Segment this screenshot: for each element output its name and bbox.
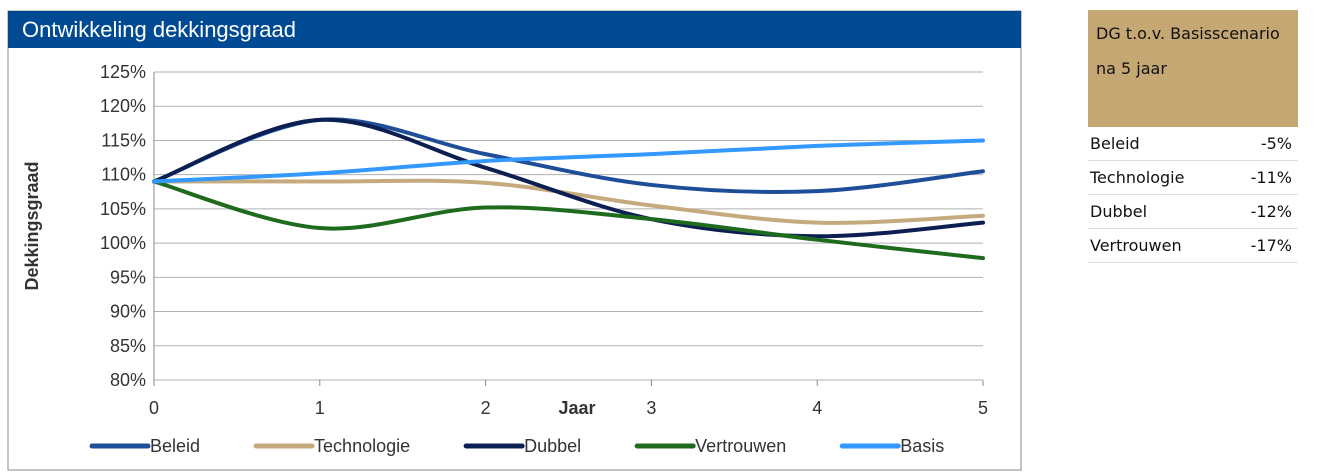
- line-series: [152, 179, 985, 261]
- x-tick-label: 5: [978, 398, 988, 418]
- table-header: DG t.o.v. Basisscenario na 5 jaar: [1088, 10, 1298, 127]
- y-tick-label: 125%: [100, 62, 146, 82]
- value-cell: -11%: [1250, 168, 1292, 187]
- table-row: Vertrouwen -17%: [1088, 229, 1298, 263]
- chart-title: Ontwikkeling dekkingsgraad: [22, 17, 296, 42]
- label-cell: Vertrouwen: [1090, 236, 1182, 255]
- legend-label: Dubbel: [524, 436, 581, 456]
- legend-label: Vertrouwen: [695, 436, 786, 456]
- table-row: Beleid -5%: [1088, 127, 1298, 161]
- value-cell: -17%: [1250, 236, 1292, 255]
- x-axis-label: Jaar: [558, 398, 595, 418]
- table-row: Technologie -11%: [1088, 161, 1298, 195]
- chart-frame: [7, 10, 1022, 471]
- x-tick-label: 2: [481, 398, 491, 418]
- value-cell: -5%: [1260, 134, 1292, 153]
- y-tick-label: 85%: [110, 336, 146, 356]
- y-tick-label: 80%: [110, 370, 146, 390]
- y-tick-label: 105%: [100, 199, 146, 219]
- label-cell: Beleid: [1090, 134, 1140, 153]
- x-tick-label: 0: [149, 398, 159, 418]
- y-tick-label: 90%: [110, 302, 146, 322]
- x-tick-label: 3: [646, 398, 656, 418]
- y-tick-label: 100%: [100, 233, 146, 253]
- legend-label: Basis: [900, 436, 944, 456]
- y-tick-label: 120%: [100, 96, 146, 116]
- y-axis-label: Dekkingsgraad: [22, 161, 42, 290]
- x-tick-label: 4: [812, 398, 822, 418]
- label-cell: Technologie: [1090, 168, 1185, 187]
- x-tick-label: 1: [315, 398, 325, 418]
- line-series: [152, 117, 985, 239]
- y-tick-label: 95%: [110, 267, 146, 287]
- line-series: [152, 138, 985, 184]
- legend-label: Technologie: [314, 436, 410, 456]
- label-cell: Dubbel: [1090, 202, 1148, 221]
- line-series: [152, 178, 985, 225]
- y-tick-label: 110%: [101, 165, 146, 185]
- table: DG t.o.v. Basisscenario na 5 jaar Beleid…: [1088, 10, 1298, 263]
- title-bar: [8, 11, 1021, 48]
- legend-label: Beleid: [150, 436, 200, 456]
- value-cell: -12%: [1250, 202, 1292, 221]
- y-tick-label: 115%: [101, 130, 146, 150]
- table-row: Dubbel -12%: [1088, 195, 1298, 229]
